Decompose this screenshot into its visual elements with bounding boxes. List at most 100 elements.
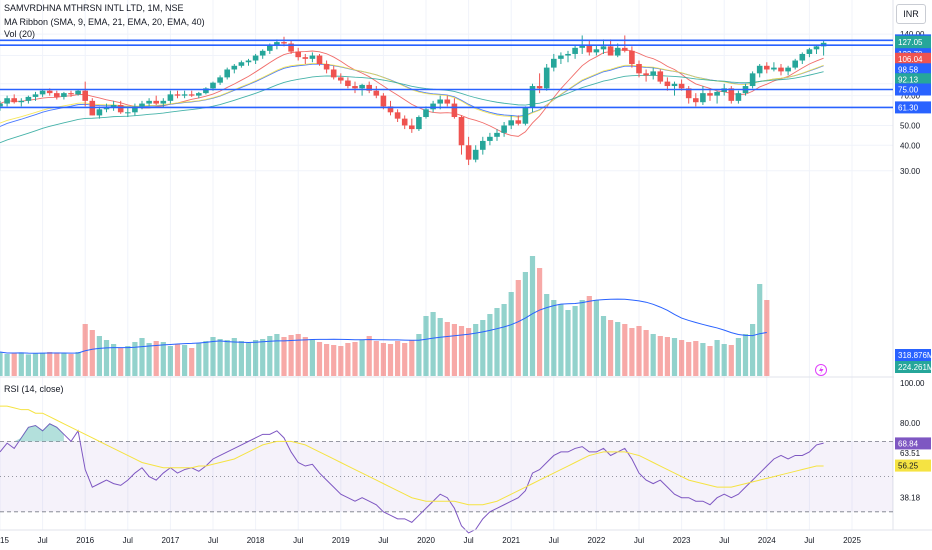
price-tags: 130.55127.058d 16h123.70106.0498.5898.08… (895, 34, 932, 472)
volume-bar (4, 354, 10, 376)
volume-legend[interactable]: Vol (20) (4, 29, 36, 39)
candle-body (728, 88, 735, 101)
candle-body (572, 47, 578, 54)
candle-body (132, 106, 138, 113)
candle-body (508, 120, 514, 126)
time-tick-label: 2025 (843, 536, 861, 545)
price-tick-label: 40.00 (900, 141, 921, 150)
rsi-legend[interactable]: RSI (14, close) (4, 384, 64, 394)
candle-body (593, 49, 600, 53)
candle-body (813, 46, 820, 50)
candle-body (778, 67, 784, 72)
volume-bar (253, 340, 259, 376)
rsi-tick-label: 63.51 (900, 449, 921, 458)
candle-body (636, 64, 642, 74)
volume-bar (352, 342, 358, 376)
volume-bar (402, 343, 408, 376)
volume-bar (167, 346, 173, 376)
volume-bar (61, 353, 67, 376)
rsi-tag-box (895, 459, 931, 472)
volume-bar (25, 354, 31, 376)
volume-bar (139, 338, 145, 376)
volume-bar (96, 336, 102, 376)
candle-body (146, 100, 152, 104)
candle-body (274, 42, 280, 46)
bolt-icon[interactable] (815, 364, 827, 376)
candle-body (430, 103, 436, 110)
candle-body (252, 55, 259, 61)
rsi-series (0, 405, 824, 534)
candle-body (295, 51, 301, 58)
candle-body (543, 67, 550, 89)
currency-button[interactable]: INR (896, 4, 926, 24)
rsi-tag: 56.25 (895, 459, 931, 472)
candle-body (0, 103, 3, 107)
volume-bar (75, 352, 81, 376)
volume-bar (125, 346, 131, 376)
candle-body (785, 67, 791, 72)
bolt-glyph (819, 366, 824, 375)
volume-bar (359, 340, 365, 376)
candle-body (771, 67, 777, 70)
time-tick-label: Jul (634, 536, 644, 545)
time-tick-label: 2020 (417, 536, 435, 545)
candle-body (288, 43, 294, 52)
volume-bar (18, 352, 24, 376)
volume-bar (274, 334, 280, 376)
ma-ribbon-legend[interactable]: MA Ribbon (SMA, 9, EMA, 21, EMA, 20, EMA… (4, 17, 205, 27)
candle-body (4, 98, 10, 104)
volume-bar (380, 343, 386, 376)
candle-body (96, 109, 103, 116)
candle-body (465, 145, 472, 160)
candle-body (387, 106, 394, 113)
time-tick-label: Jul (378, 536, 388, 545)
volume-bar (54, 352, 60, 376)
candle-body (643, 73, 649, 76)
horizontal-levels[interactable] (0, 39, 893, 109)
volume-bar (522, 272, 528, 376)
time-tick-label: 2021 (502, 536, 520, 545)
candle-body (68, 93, 74, 95)
volume-bar (501, 304, 507, 376)
candle-body (281, 42, 287, 44)
volume-bar (544, 294, 550, 376)
candle-body (39, 90, 46, 95)
time-axis[interactable]: 2015 Jul 2016 Jul 2017 Jul 2018 Jul 2019 Jul 2020 J… (0, 529, 932, 545)
candle-body (401, 118, 408, 126)
candle-body (735, 93, 742, 101)
price-tag-label: 318.876M (898, 351, 932, 360)
time-tick-label: 2018 (247, 536, 265, 545)
candle-body (792, 60, 798, 68)
volume-bar (203, 341, 209, 376)
volume-bar (331, 345, 337, 376)
candle-body (110, 104, 117, 108)
candle-body (707, 93, 713, 96)
candle-body (238, 62, 245, 66)
candle-body (622, 47, 628, 51)
candle-body (551, 58, 557, 68)
candle-body (614, 47, 621, 56)
volume-bar (196, 343, 202, 376)
candle-body (494, 132, 500, 137)
candle-body (302, 57, 309, 59)
candle-body (586, 44, 593, 53)
price-tag-label: 127.05 (898, 38, 923, 47)
time-tick-label: 2024 (758, 536, 776, 545)
price-tag: 106.04 (895, 52, 931, 65)
volume-bar (267, 336, 273, 376)
time-tick-label: Jul (804, 536, 814, 545)
volume-bar (366, 336, 372, 376)
candle-body (25, 96, 32, 101)
candle-body (714, 91, 720, 96)
candle-body (323, 64, 330, 70)
rsi-overbought-fill (0, 423, 64, 442)
rsi-tick-label: 80.00 (900, 419, 921, 428)
volume-bar (82, 324, 88, 376)
candle-body (416, 117, 422, 130)
volume-bar (650, 334, 656, 376)
volume-bar (309, 339, 315, 376)
volume-bar (238, 341, 244, 376)
volume-bar (693, 341, 699, 376)
volume-bar (324, 344, 330, 376)
